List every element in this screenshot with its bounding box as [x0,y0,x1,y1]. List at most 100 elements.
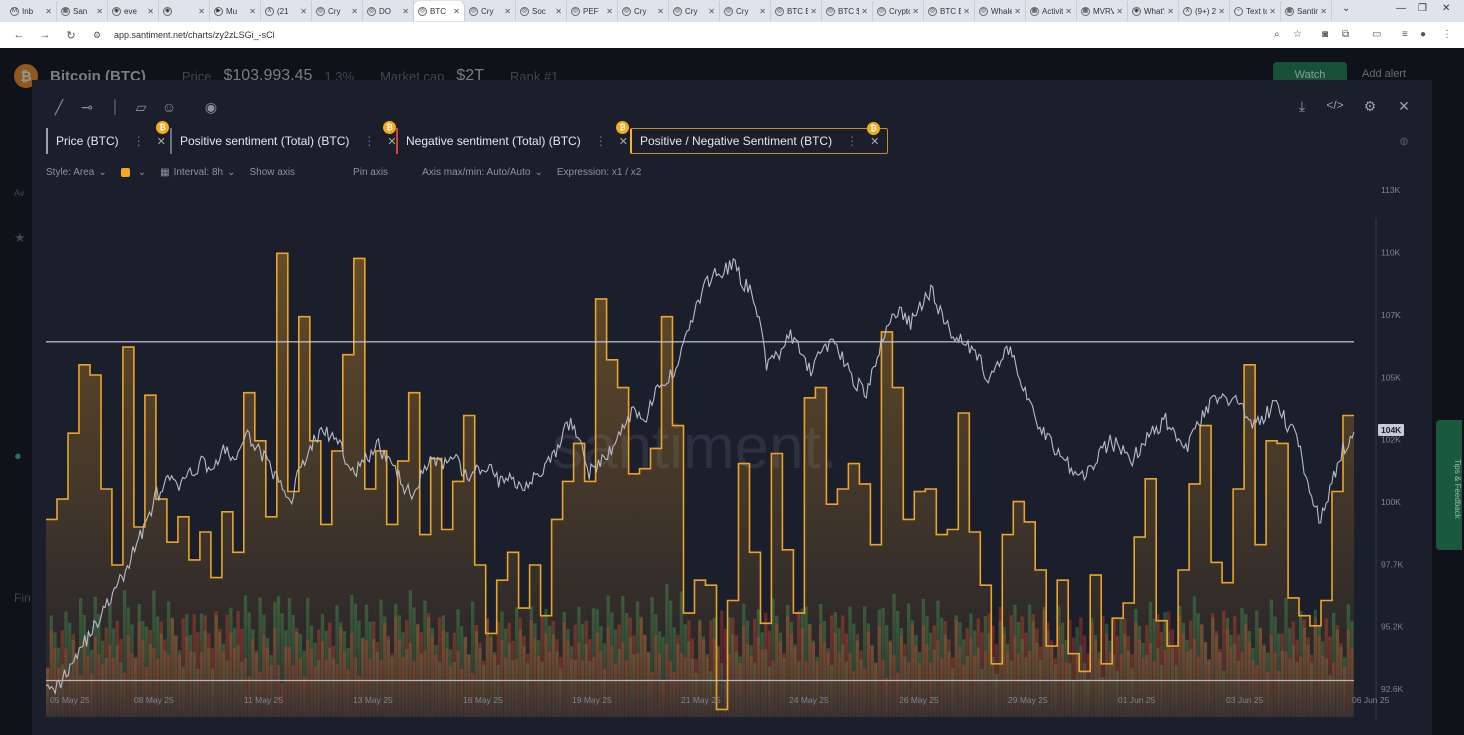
browser-tab[interactable]: ◎BTC ETF✕ [771,1,822,21]
browser-tab[interactable]: ◎ Cry ✕ [720,1,771,21]
close-tab-icon[interactable]: ✕ [555,6,562,16]
more-icon[interactable]: ⋮ [363,134,376,148]
chevron-down-icon[interactable]: ⌄ [98,166,107,178]
extensions-icon[interactable]: ⧉ [1342,29,1350,40]
browser-tab[interactable]: ▶ Mu ✕ [210,1,261,21]
close-tab-icon[interactable]: ✕ [1269,6,1276,16]
browser-tab[interactable]: ◉ ✕ [159,1,210,21]
more-icon[interactable]: ⋮ [594,134,607,148]
show-axis-button[interactable]: Show axis [249,166,296,178]
close-tab-icon[interactable]: ✕ [249,6,256,16]
remove-icon[interactable]: ✕ [618,135,628,148]
remove-icon[interactable]: ✕ [870,135,880,148]
browser-menu-icon[interactable]: ⋮ [1442,29,1452,40]
browser-tab[interactable]: ◎ Cry ✕ [618,1,669,21]
browser-tab[interactable]: X (21 ✕ [261,1,312,21]
close-tab-icon[interactable]: ✕ [606,6,613,16]
reload-icon[interactable]: ↻ [66,29,76,42]
fullscreen-icon[interactable]: ◍ [1399,136,1409,147]
browser-tab[interactable]: ▦Santim✕ [1281,1,1332,21]
note-icon[interactable]: ▱ [135,99,147,115]
remove-icon[interactable]: ✕ [387,135,397,148]
close-tab-icon[interactable]: ✕ [1167,6,1174,16]
close-tab-icon[interactable]: ✕ [1116,6,1123,16]
browser-tab[interactable]: ◎ Whale ✕ [975,1,1026,21]
settings-gear-icon[interactable]: ⚙ [1363,98,1377,114]
browser-tab[interactable]: ▦ MVRV ✕ [1077,1,1128,21]
pin-axis-button[interactable]: Pin axis [353,166,389,178]
metric-chip-positive[interactable]: Positive sentiment (Total) (BTC) ⋮ ✕ ₿ [170,121,397,154]
eye-icon[interactable]: ◉ [204,99,218,115]
download-icon[interactable]: ⤓ [1298,98,1306,114]
close-tab-icon[interactable]: ✕ [1320,6,1327,16]
media-icon[interactable]: ≡ [1402,29,1408,40]
browser-tab[interactable]: ▦ San ✕ [57,1,108,21]
browser-tab[interactable]: ◎BTC $10✕ [822,1,873,21]
url-field[interactable]: app.santiment.net/charts/zy2zLSGi_-sCl [114,30,275,40]
browser-tab[interactable]: M Inb ✕ [6,1,57,21]
close-tab-icon[interactable]: ✕ [912,6,919,16]
browser-tab[interactable]: ◉ eve ✕ [108,1,159,21]
tab-search-icon[interactable]: ⌄ [1342,3,1351,14]
metric-chip-price[interactable]: Price (BTC) ⋮ ✕ ₿ [46,121,169,154]
profile-avatar[interactable]: ● [1420,29,1427,40]
browser-tab[interactable]: ◉What's✕ [1128,1,1179,21]
close-tab-icon[interactable]: ✕ [657,6,664,16]
style-dropdown[interactable]: Style: Area [46,166,95,178]
browser-tab[interactable]: ◎ PEF ✕ [567,1,618,21]
color-swatch[interactable] [120,167,130,177]
feedback-tab[interactable]: Tips & Feedback [1436,420,1462,550]
horizontal-line-icon[interactable]: ⊸ [81,99,93,115]
browser-tab[interactable]: ▦Activity✕ [1026,1,1077,21]
trend-line-icon[interactable]: ╱ [54,99,64,115]
close-tab-icon[interactable]: ✕ [147,6,154,16]
close-tab-icon[interactable]: ✕ [45,6,52,16]
chart-canvas[interactable]: santiment.113K110K107K105K102K100K97.7K9… [32,128,1432,735]
embed-code-icon[interactable]: </> [1326,98,1344,112]
close-tab-icon[interactable]: ✕ [708,6,715,16]
browser-tab[interactable]: ◎ Cry ✕ [669,1,720,21]
interval-dropdown[interactable]: Interval: 8h [173,166,224,178]
more-icon[interactable]: ⋮ [132,134,145,148]
browser-tab[interactable]: ◎ Crypto ✕ [873,1,924,21]
close-tab-icon[interactable]: ✕ [351,6,358,16]
close-tab-icon[interactable]: ✕ [198,6,205,16]
zoom-icon[interactable]: ⌕ [1274,29,1280,40]
minimize-icon[interactable]: — [1396,3,1406,14]
back-icon[interactable]: ← [13,29,25,41]
bookmark-star-icon[interactable]: ☆ [1293,29,1302,40]
browser-tab[interactable]: ◎ DO ✕ [363,1,414,21]
vertical-line-icon[interactable]: ⏐ [111,99,119,115]
chevron-down-icon[interactable]: ⌄ [227,166,236,178]
metric-chip-ratio[interactable]: Positive / Negative Sentiment (BTC) ⋮ ✕ … [630,122,889,154]
restore-icon[interactable]: ❐ [1418,3,1427,14]
close-tab-icon[interactable]: ✕ [963,6,970,16]
more-icon[interactable]: ⋮ [846,134,859,148]
browser-tab[interactable]: ◎ Soc ✕ [516,1,567,21]
emoji-icon[interactable]: ☺ [161,99,177,115]
chevron-down-icon[interactable]: ⌄ [137,166,147,178]
close-tab-icon[interactable]: ✕ [1218,6,1225,16]
sidepanel-icon[interactable]: ▭ [1372,29,1382,40]
close-tab-icon[interactable]: ✕ [453,6,460,16]
close-tab-icon[interactable]: ✕ [1065,6,1072,16]
expression-field[interactable]: Expression: x1 / x2 [556,166,642,178]
forward-icon[interactable]: → [39,29,51,41]
chevron-down-icon[interactable]: ⌄ [534,166,543,178]
browser-tab[interactable]: ◎BTC ET✕ [924,1,975,21]
close-tab-icon[interactable]: ✕ [759,6,766,16]
remove-icon[interactable]: ✕ [156,135,166,148]
axis-maxmin-dropdown[interactable]: Axis max/min: Auto/Auto [422,166,531,178]
close-tab-icon[interactable]: ✕ [402,6,409,16]
metric-chip-negative[interactable]: Negative sentiment (Total) (BTC) ⋮ ✕ ₿ [396,121,629,154]
browser-tab[interactable]: ◎ Cry ✕ [465,1,516,21]
close-tab-icon[interactable]: ✕ [810,6,817,16]
close-tab-icon[interactable]: ✕ [300,6,307,16]
browser-tab[interactable]: ◎ BTC ✕ [414,1,465,21]
close-tab-icon[interactable]: ✕ [861,6,868,16]
add-alert-button[interactable]: Add alert [1362,68,1407,80]
screenshot-icon[interactable]: ◙ [1322,29,1329,40]
browser-tab[interactable]: ▫ Text to ✕ [1230,1,1281,21]
close-tab-icon[interactable]: ✕ [504,6,511,16]
browser-tab[interactable]: ◎ Cry ✕ [312,1,363,21]
